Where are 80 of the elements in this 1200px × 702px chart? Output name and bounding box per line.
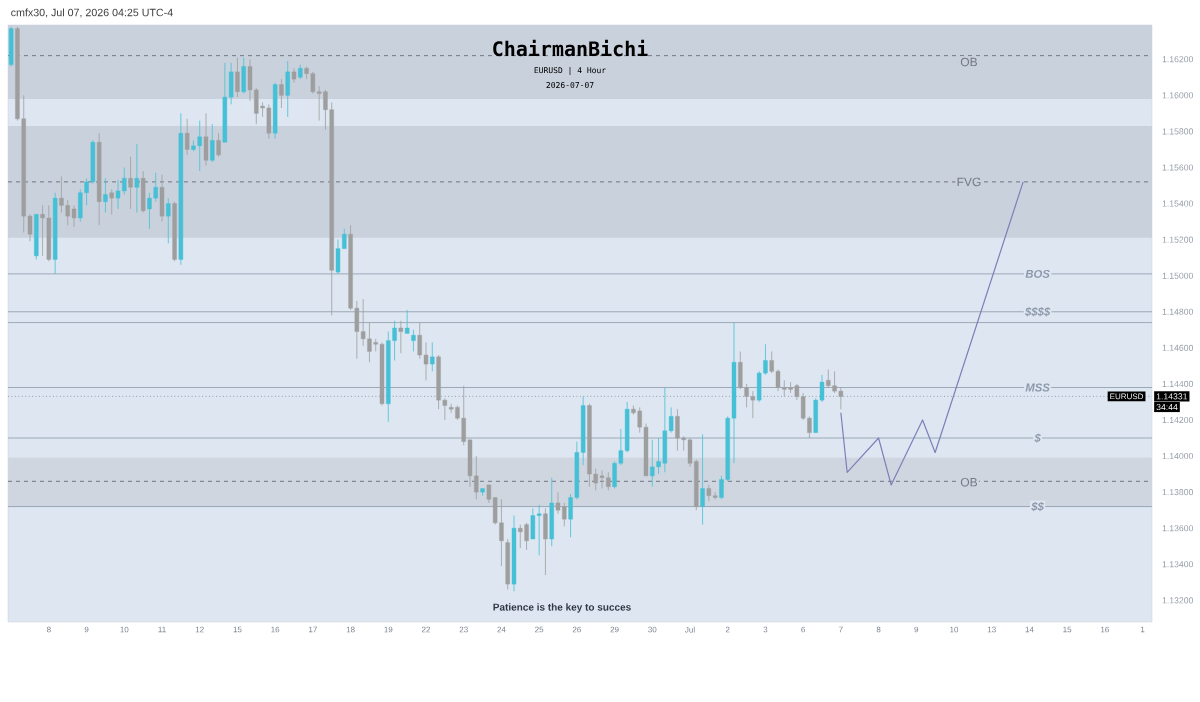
y-tick-label: 1.14400 <box>1162 380 1194 387</box>
candlestick <box>430 342 435 372</box>
x-tick-label: 13 <box>987 626 996 633</box>
y-tick-label: 1.14600 <box>1162 344 1194 351</box>
x-tick-label: 30 <box>648 626 657 633</box>
candlestick <box>285 60 290 118</box>
ref-line-label: BOS <box>1025 269 1050 278</box>
candlestick <box>700 434 705 525</box>
text: ChairmanBichi <box>493 39 648 57</box>
candlestick <box>128 156 133 210</box>
x-tick-label: 2 <box>725 626 730 633</box>
candlestick <box>103 177 108 213</box>
x-tick-label: 16 <box>1101 626 1109 633</box>
ref-line-label: EURUSD <box>1110 393 1144 400</box>
candlestick <box>291 67 297 84</box>
x-tick-label: 12 <box>195 626 204 633</box>
x-tick-label: 14 <box>1025 626 1034 633</box>
candlestick <box>235 57 240 98</box>
x-tick-label: 15 <box>1063 626 1072 633</box>
x-tick-label: 10 <box>950 626 959 633</box>
text: 34:44 <box>1156 403 1178 411</box>
band-label: OB <box>960 57 978 67</box>
candlestick <box>210 123 215 163</box>
candlestick <box>184 118 190 156</box>
x-tick-label: 16 <box>271 626 280 633</box>
y-tick-label: 1.14000 <box>1162 452 1194 460</box>
x-tick-label: 29 <box>610 626 619 633</box>
x-tick-label: 18 <box>346 626 355 633</box>
x-tick-label: 8 <box>47 626 51 633</box>
ref-line-label: MSS <box>1025 383 1050 392</box>
x-tick-label: 11 <box>158 626 166 633</box>
y-tick-label: 1.13200 <box>1162 597 1194 604</box>
x-tick-label: 15 <box>233 626 242 633</box>
candlestick <box>404 309 410 334</box>
y-tick-label: 1.15400 <box>1162 200 1194 207</box>
x-tick-label: 3 <box>763 626 768 633</box>
band-label: OB <box>960 477 978 487</box>
candlestick <box>134 143 140 213</box>
text: EURUSD | 4 Hour <box>534 66 606 75</box>
y-tick-label: 1.13800 <box>1162 489 1194 496</box>
y-tick-label: 1.13400 <box>1162 561 1194 568</box>
x-tick-label: 1 <box>1140 626 1145 633</box>
candlestick <box>216 132 221 158</box>
y-tick-label: 1.16000 <box>1162 92 1194 99</box>
x-tick-label: 25 <box>535 626 544 633</box>
y-tick-label: 1.15200 <box>1162 236 1194 243</box>
candlestick <box>411 329 416 352</box>
ref-line-label: $$$$ <box>1024 307 1051 317</box>
x-tick-label: 7 <box>839 626 843 633</box>
x-tick-label: 8 <box>876 626 881 633</box>
text: 1.14331 <box>1156 393 1188 400</box>
x-tick-label: 10 <box>120 626 129 633</box>
x-tick-label: 22 <box>421 626 431 633</box>
x-tick-label: 9 <box>84 626 89 633</box>
y-tick-label: 1.14200 <box>1162 416 1194 424</box>
annotation: 2026-07-07 <box>546 81 594 88</box>
ref-line-label: $$ <box>1031 501 1044 512</box>
x-tick-label: 26 <box>572 626 581 633</box>
y-tick-label: 1.15600 <box>1162 164 1194 171</box>
annotation: Patience is the key to succes <box>493 603 631 613</box>
candlestick <box>166 197 171 244</box>
candlestick <box>203 112 209 167</box>
candlestick <box>279 78 284 109</box>
x-tick-label: 19 <box>384 626 393 633</box>
candlestick <box>109 188 114 215</box>
y-tick-label: 1.15800 <box>1162 128 1194 135</box>
y-tick-label: 1.13600 <box>1162 525 1194 532</box>
ref-line-label: $ <box>1034 433 1041 443</box>
x-tick-label: 6 <box>801 626 806 633</box>
y-tick-label: 1.16200 <box>1162 56 1194 63</box>
y-tick-label: 1.15000 <box>1162 272 1194 279</box>
x-tick-label: 24 <box>497 626 506 633</box>
y-tick-label: 1.14800 <box>1162 308 1194 315</box>
x-tick-label: Jul <box>685 626 695 633</box>
text: cmfx30, Jul 07, 2026 04:25 UTC-4 <box>11 8 173 18</box>
x-tick-label: 9 <box>914 626 919 633</box>
band-label: FVG <box>957 177 981 187</box>
x-tick-label: 17 <box>309 626 317 633</box>
candlestick <box>398 320 404 354</box>
x-tick-label: 23 <box>459 626 468 633</box>
